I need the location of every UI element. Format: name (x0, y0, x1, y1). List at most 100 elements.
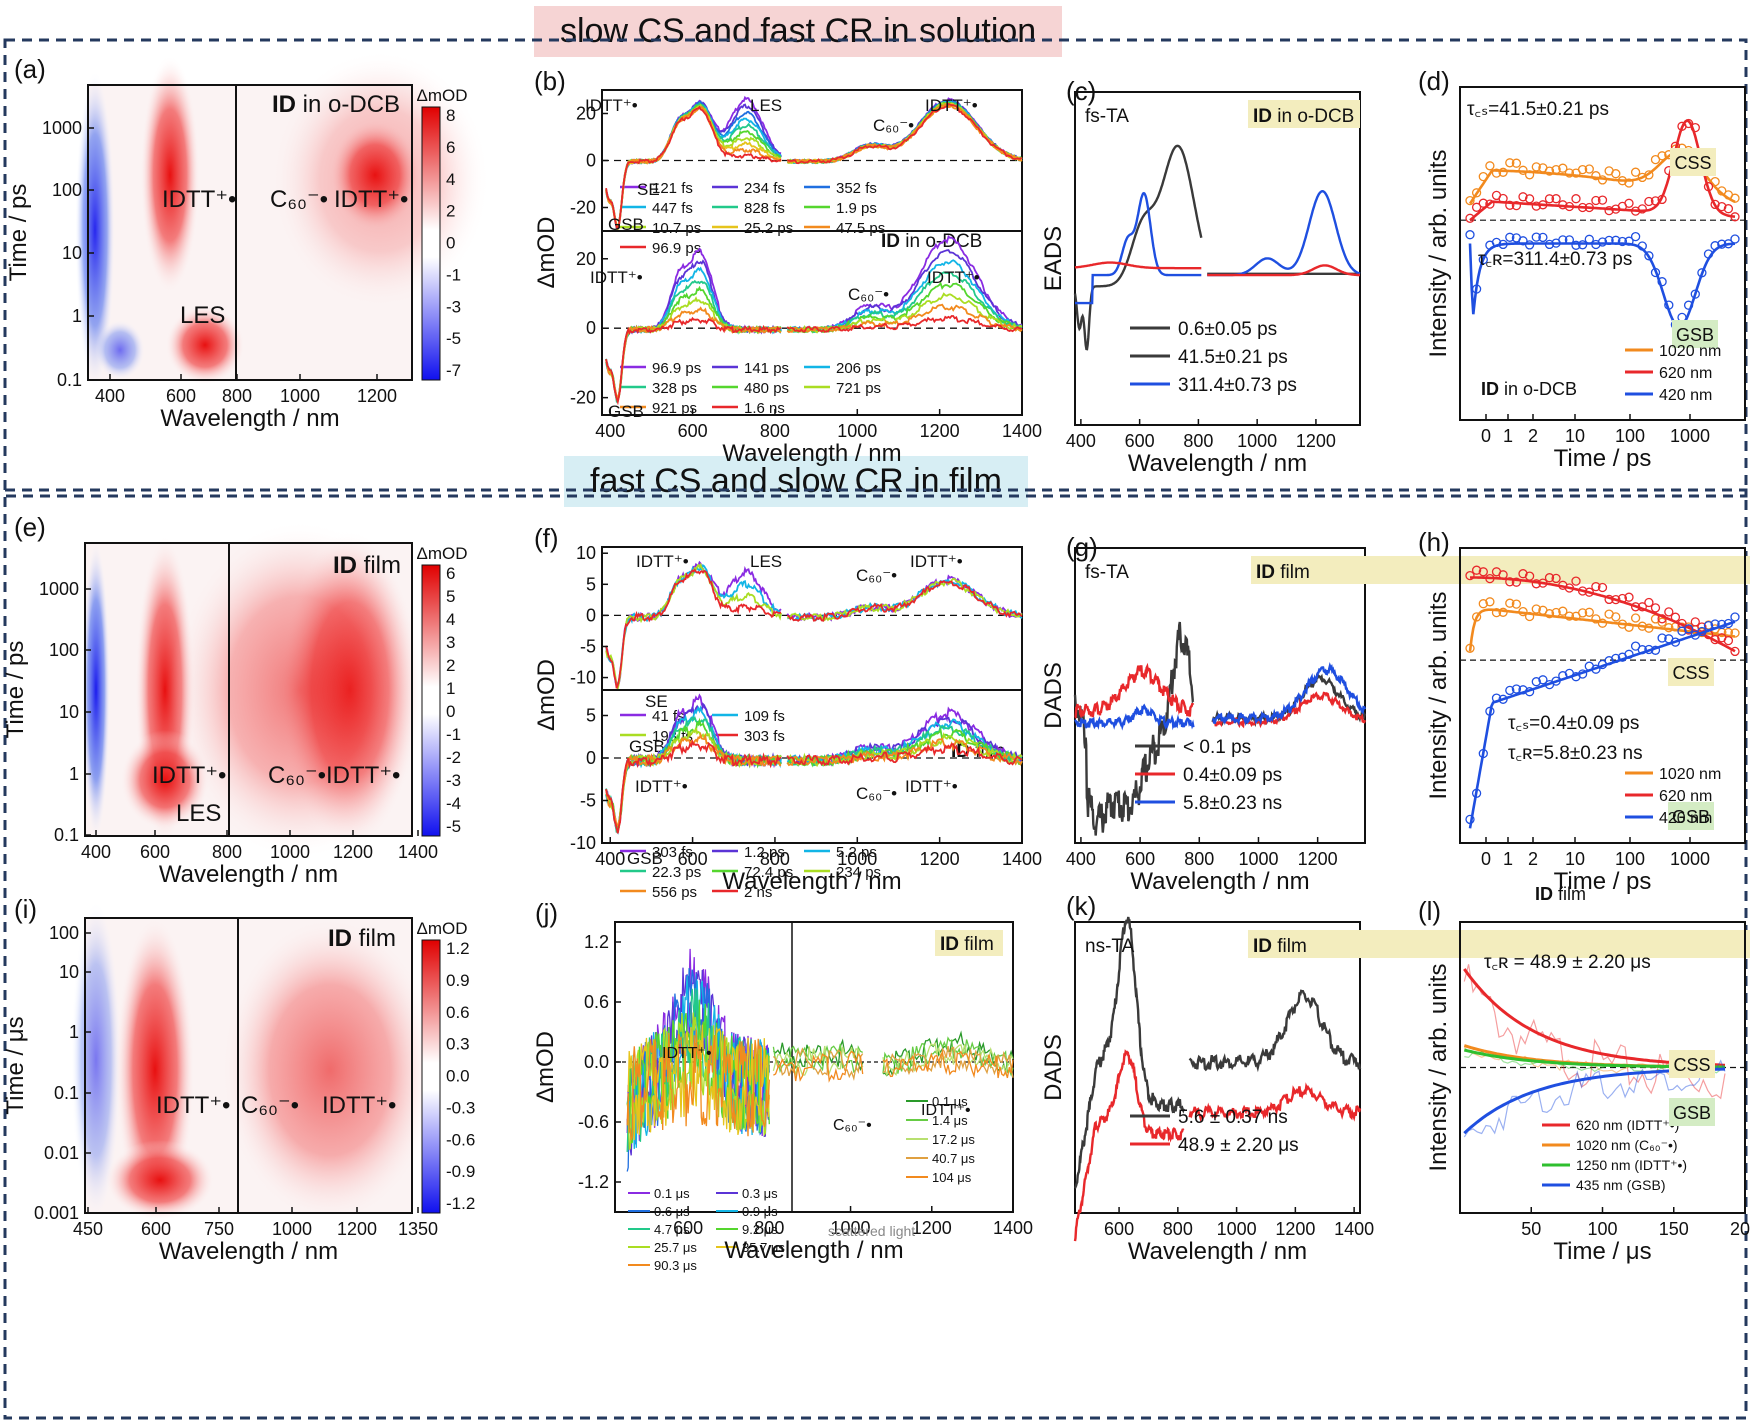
heatmap-x-tick-label: 600 (141, 1219, 171, 1239)
kinetic-point (1564, 611, 1575, 621)
dads-x-tick-label: 1200 (1296, 431, 1336, 451)
legend-label: 721 ps (836, 380, 881, 397)
kinetic-point (1505, 577, 1515, 587)
kinetic-point (1524, 571, 1535, 581)
legend-label: 556 ps (652, 884, 697, 901)
kinetic-point (1524, 194, 1535, 204)
spectrum-trace (605, 105, 782, 228)
kinetic-point (1703, 620, 1714, 631)
kinetic-point (1511, 577, 1522, 587)
kinetic-point (1710, 634, 1720, 645)
kinetic-point (1657, 633, 1667, 643)
kinetic-point (1591, 195, 1601, 206)
legend-label: 5.6 ± 0.37 ns (1178, 1107, 1288, 1128)
y-tick-label: -5 (580, 636, 596, 656)
kinetic-point (1558, 163, 1568, 173)
heatmap-y-tick-label: 10 (62, 243, 82, 263)
kinetic-point (1710, 241, 1720, 251)
panel-label: (f) (534, 523, 559, 553)
kinetic-point (1498, 694, 1508, 704)
kinetic-point (1498, 607, 1508, 617)
colorbar-tick-label: -5 (446, 817, 461, 836)
dads-axes (1074, 91, 1361, 426)
kinetic-point (1584, 607, 1594, 617)
kinetic-point (1465, 643, 1475, 653)
y-tick-label: -1.2 (578, 1172, 609, 1192)
kinetic-point (1524, 170, 1535, 180)
kinetic-point (1717, 239, 1727, 249)
kinetic-point (1577, 240, 1588, 250)
colorbar-tick-label: -3 (446, 297, 461, 316)
kinetic-point (1538, 578, 1548, 588)
kinetic-point (1717, 186, 1727, 196)
y-tick-label: 5 (586, 574, 596, 594)
spectra-annotation: SE (645, 692, 668, 711)
legend-label: 10.7 ps (652, 220, 701, 237)
dads-xlabel: Wavelength / nm (1128, 450, 1307, 477)
kinetic-point (1730, 212, 1740, 222)
colorbar-tick-label: 2 (446, 202, 455, 221)
panel-label: (h) (1418, 527, 1450, 557)
legend-label: 0.1 μs (932, 1094, 968, 1109)
kinetic-point (1485, 706, 1495, 716)
kinetic-point (1544, 609, 1555, 619)
kinetic-point (1577, 586, 1588, 596)
heatmap-y-tick-label: 0.01 (44, 1143, 79, 1163)
heatmap-x-tick-label: 1000 (272, 1219, 312, 1239)
kinetic-point (1630, 206, 1641, 216)
legend-label: 72.4 ps (744, 864, 793, 881)
legend-label: 234 fs (744, 180, 785, 197)
spectra-x-tick-label: 600 (678, 849, 708, 869)
dads-x-tick-label: 600 (1104, 1219, 1134, 1239)
kinetic-point (1531, 677, 1541, 687)
legend-label: 41.5±0.21 ps (1178, 347, 1288, 368)
kinetic-point (1730, 612, 1740, 622)
legend-label: 620 nm (1659, 788, 1712, 805)
kinetic-point (1498, 193, 1508, 204)
spectra-annotation: C₆₀⁻• (856, 784, 897, 803)
colorbar-tick-label: 1.2 (446, 939, 470, 958)
kinetic-point (1524, 611, 1535, 622)
spectra-annotation: IDTT⁺• (585, 96, 638, 115)
kinetics-x-tick-label: 1000 (1670, 426, 1710, 446)
heatmap-annotation: C₆₀⁻• (268, 762, 326, 789)
spectrum-trace (605, 316, 782, 406)
colorbar-tick-label: 2 (446, 656, 455, 675)
kinetic-point (1611, 612, 1621, 622)
heatmap-x-tick-label: 1200 (357, 386, 397, 406)
legend-label: 1020 nm (1659, 343, 1721, 360)
legend-label: 1020 nm (C₆₀⁻•) (1576, 1137, 1678, 1153)
spectrum-trace (882, 1049, 1014, 1079)
kinetic-point (1584, 164, 1594, 174)
legend-label: 303 fs (652, 844, 693, 861)
legend-label: 96.9 ps (652, 240, 701, 257)
legend-label: 620 nm (1659, 365, 1712, 382)
kinetic-point (1558, 671, 1568, 681)
heatmap-y-tick-label: 1 (72, 306, 82, 326)
spectra-annotation: C₆₀⁻• (856, 566, 897, 585)
y-tick-label: -20 (570, 388, 596, 408)
panel-label: (b) (534, 66, 566, 96)
spectrum-trace (882, 1045, 1014, 1078)
kinetic-point (1518, 569, 1528, 579)
spectra-x-tick-label: 1400 (1002, 421, 1042, 441)
legend-label: 47.5 ps (836, 220, 885, 237)
heatmap-x-tick-label: 600 (166, 386, 196, 406)
kinetic-point (1544, 166, 1555, 176)
colorbar-tick-label: -0.6 (446, 1130, 475, 1149)
kinetic-point (1584, 587, 1594, 597)
kinetic-point (1624, 236, 1634, 246)
legend-label: 25.7 μs (654, 1240, 697, 1255)
spectra-annotation: GSB (629, 737, 665, 756)
spectra-x-tick-label: 800 (760, 849, 790, 869)
method-label: fs-TA (1085, 106, 1129, 127)
heatmap-y-tick-label: 1 (69, 1022, 79, 1042)
kinetic-point (1624, 592, 1634, 602)
kinetic-point (1717, 619, 1727, 630)
legend-label: 48.9 ± 2.20 μs (1178, 1135, 1299, 1156)
y-tick-label: 0 (586, 151, 596, 171)
kinetic-point (1730, 628, 1740, 638)
kinetic-point (1644, 196, 1654, 207)
kinetic-point (1471, 202, 1482, 212)
